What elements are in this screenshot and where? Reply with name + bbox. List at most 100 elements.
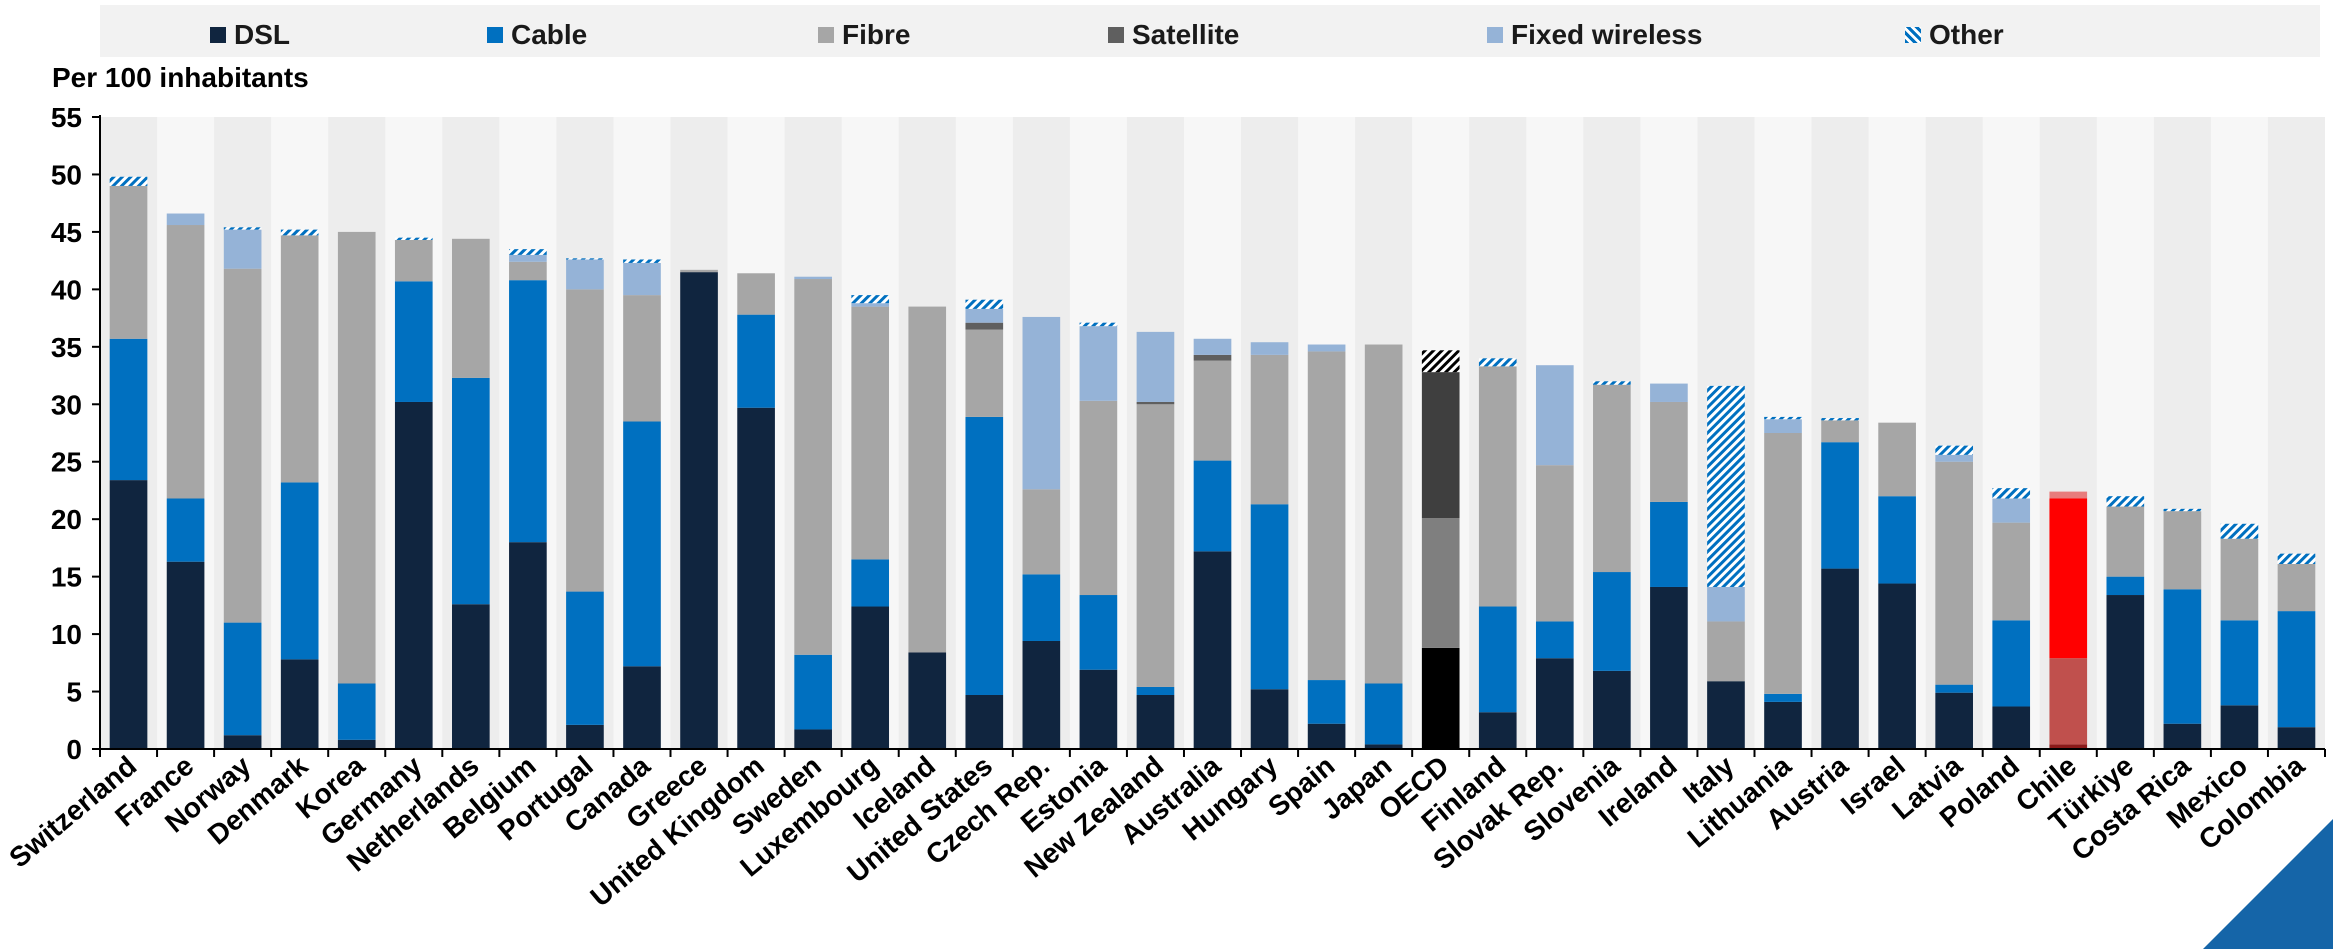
bar-segment-fibre	[1307, 351, 1346, 681]
y-tick-label: 30	[51, 389, 82, 420]
bar-segment-fixed-wireless	[1193, 338, 1232, 355]
bar-segment-dsl	[851, 606, 890, 749]
bar-segment-fibre	[1136, 404, 1175, 687]
bar-segment-other	[1707, 385, 1745, 587]
bar-segment-fixed-wireless	[166, 213, 205, 226]
bar-segment-fibre	[2277, 563, 2316, 612]
bar-segment-cable	[1935, 684, 1973, 693]
legend-item-satellite: Satellite	[1108, 19, 1239, 51]
bar-segment-cable	[1022, 574, 1061, 641]
bar-segment-other	[2106, 496, 2145, 507]
bar-segment-cable	[509, 280, 547, 543]
y-tick-label: 35	[51, 332, 82, 363]
bar-segment-cable	[2163, 589, 2202, 724]
bar-segment-cable	[1992, 620, 2031, 707]
bar-segment-other	[623, 259, 661, 263]
bar-segment-dsl	[908, 652, 947, 749]
bar-segment-dsl	[109, 480, 148, 749]
bar-segment-dsl	[394, 401, 433, 749]
bar-segment-fibre	[1878, 422, 1916, 497]
legend-swatch	[818, 27, 834, 43]
bar-segment-cable	[394, 281, 433, 402]
bar-segment-dsl	[2049, 744, 2088, 749]
bar-segment-cable	[851, 559, 890, 607]
legend-item-other: Other	[1905, 19, 2004, 51]
bar-segment-fibre	[1421, 518, 1460, 648]
bar-segment-fibre	[166, 225, 205, 499]
bar-segment-fibre	[509, 261, 547, 281]
bar-segment-cable	[566, 591, 604, 725]
bar-segment-cable	[280, 482, 319, 660]
bar-segment-dsl	[1193, 551, 1232, 749]
bar-segment-cable	[1250, 504, 1289, 690]
bar-segment-fibre	[1250, 354, 1289, 505]
bar-segment-dsl	[2106, 595, 2145, 749]
y-tick-label: 55	[51, 102, 82, 133]
legend-label: Other	[1929, 19, 2004, 50]
bar-segment-satellite	[1193, 354, 1232, 361]
bar-segment-other	[851, 295, 890, 304]
bar-segment-fibre	[1364, 344, 1403, 684]
bar-segment-fibre	[2049, 658, 2088, 745]
bar-segment-fixed-wireless	[623, 262, 661, 296]
legend-label: Cable	[511, 19, 588, 50]
bar-segment-fixed-wireless	[1764, 419, 1802, 433]
legend-swatch	[1108, 27, 1124, 43]
bar-segment-cable	[452, 377, 490, 605]
bar-segment-fibre	[2163, 511, 2202, 590]
chart-legend: DSL Cable Fibre Satellite Fixed wireless Othe…	[100, 5, 2320, 57]
bar-segment-fibre	[452, 238, 490, 378]
bar-segment-cable	[1193, 460, 1232, 552]
bar-segment-other	[394, 237, 433, 240]
legend-item-fixed-wireless: Fixed wireless	[1487, 19, 1702, 51]
y-tick-label: 20	[51, 504, 82, 535]
bar-segment-fixed-wireless	[851, 303, 890, 307]
bar-segment-dsl	[737, 407, 775, 749]
bar-segment-fibre	[1650, 401, 1688, 502]
bar-segment-dsl	[1364, 744, 1403, 749]
legend-label: Satellite	[1132, 19, 1240, 50]
bar-segment-cable	[1764, 693, 1802, 702]
bar-segment-fibre	[566, 289, 604, 592]
bar-segment-fibre	[680, 269, 718, 273]
legend-swatch	[1905, 27, 1921, 43]
bar-segment-dsl	[2220, 705, 2259, 749]
bar-segment-cable	[2277, 611, 2316, 728]
bar-segment-cable	[223, 622, 262, 736]
bar-segment-cable	[794, 654, 832, 730]
bar-segment-cable	[1364, 683, 1403, 745]
bar-segment-dsl	[680, 272, 718, 749]
bar-segment-other	[2049, 491, 2088, 499]
y-tick-label: 40	[51, 274, 82, 305]
legend-item-cable: Cable	[487, 19, 587, 51]
bar-segment-fibre	[1935, 461, 1973, 685]
bar-segment-other	[109, 176, 148, 186]
bar-segment-dsl	[509, 542, 547, 749]
bar-segment-fibre	[1821, 420, 1859, 443]
bar-segment-dsl	[1992, 706, 2031, 749]
bar-segment-dsl	[1478, 712, 1517, 749]
bar-segment-fixed-wireless	[1935, 454, 1973, 462]
legend-label: Fixed wireless	[1511, 19, 1703, 50]
bar-segment-fibre	[2220, 538, 2259, 621]
bar-segment-other	[2277, 553, 2316, 564]
bar-segment-fibre	[1593, 384, 1631, 573]
bar-segment-dsl	[623, 666, 661, 749]
y-tick-label: 45	[51, 217, 82, 248]
bar-segment-dsl	[1535, 658, 1574, 749]
bar-segment-dsl	[794, 729, 832, 749]
bar-segment-dsl	[1821, 568, 1859, 749]
bar-segment-fibre	[1707, 621, 1745, 682]
bar-segment-cable	[1650, 501, 1688, 587]
legend-swatch	[1487, 27, 1503, 43]
bar-segment-dsl	[1250, 689, 1289, 749]
bar-segment-fixed-wireless	[1307, 344, 1346, 352]
bar-segment-dsl	[2277, 727, 2316, 749]
bar-segment-cable	[1079, 595, 1118, 670]
bar-segment-dsl	[1136, 694, 1175, 749]
bar-segment-fixed-wireless	[1992, 498, 2031, 523]
bar-segment-dsl	[452, 604, 490, 749]
y-tick-label: 0	[66, 734, 82, 765]
bar-segment-other	[965, 299, 1004, 309]
y-tick-label: 5	[66, 677, 82, 708]
